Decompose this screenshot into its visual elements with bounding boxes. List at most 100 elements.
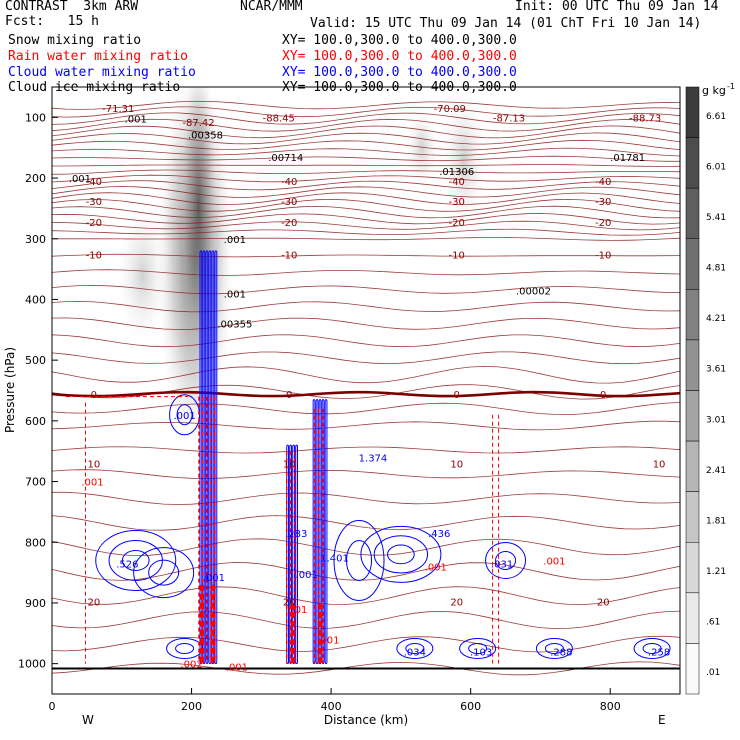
cloud-water-contour xyxy=(396,637,434,659)
model-title: CONTRAST 3km ARW xyxy=(5,0,139,14)
temperature-label: -40 xyxy=(449,177,465,188)
isentrope-line xyxy=(52,515,680,531)
isentrope-line xyxy=(52,213,680,225)
y-tick-label: 900 xyxy=(25,597,46,610)
y-tick-label: 500 xyxy=(25,354,46,367)
isentrope-line xyxy=(52,169,680,175)
temperature-label: 0 xyxy=(91,390,97,401)
field-cloudwater-name: Cloud water mixing ratio xyxy=(8,65,196,80)
colorbar-label: 1.81 xyxy=(706,516,726,526)
contour-annotation: .002 xyxy=(180,660,202,671)
temperature-label: -30 xyxy=(281,197,297,208)
isentrope-line xyxy=(52,562,680,581)
temperature-label: -10 xyxy=(281,251,297,262)
cloud-water-contour xyxy=(459,637,497,659)
field-rain-xy: XY= 100.0,300.0 to 400.0,300.0 xyxy=(282,49,517,64)
cloud-water-contour xyxy=(175,642,195,654)
temperature-contours xyxy=(52,101,680,676)
isentrope-line xyxy=(52,155,680,162)
cloud-water-contour xyxy=(324,399,328,665)
colorbar-label: 1.21 xyxy=(706,567,726,577)
init-time: Init: 00 UTC Thu 09 Jan 14 xyxy=(515,0,719,14)
field-rain-name: Rain water mixing ratio xyxy=(8,49,189,64)
contour-annotation: .001 xyxy=(226,663,248,674)
contour-annotation: .283 xyxy=(285,529,307,540)
y-tick-label: 300 xyxy=(25,233,46,246)
colorbar-label: 4.81 xyxy=(706,264,726,274)
contour-annotation: .001 xyxy=(69,174,91,185)
colorbar-segment xyxy=(685,187,700,240)
contour-annotation: .001 xyxy=(224,235,246,246)
contour-annotation: .001 xyxy=(125,115,147,126)
y-tick-label: 400 xyxy=(25,293,46,306)
cloud-water-contour xyxy=(346,539,373,581)
temperature-label: -20 xyxy=(595,218,611,229)
temperature-label: -20 xyxy=(281,218,297,229)
temperature-label: 10 xyxy=(653,459,666,470)
isentrope-line xyxy=(52,253,680,258)
contour-annotation: .00714 xyxy=(268,153,303,164)
colorbar-unit: g kg xyxy=(702,84,726,97)
cloud-water-contour xyxy=(535,637,573,659)
isentrope-line xyxy=(52,174,680,183)
contour-annotation: -70.09 xyxy=(434,104,466,115)
isentrope-line xyxy=(52,269,680,276)
contour-annotation: .001 xyxy=(285,605,307,616)
cloud-water-contour xyxy=(148,559,180,586)
temperature-label: -10 xyxy=(86,251,102,262)
field-snow-name: Snow mixing ratio xyxy=(8,33,142,48)
x-tick-label: 0 xyxy=(49,700,56,713)
rain-water-contours xyxy=(65,396,500,664)
colorbar-segment xyxy=(685,592,700,644)
cloud-water-contour xyxy=(544,642,564,654)
temperature-label: 0 xyxy=(454,390,460,401)
colorbar-segment xyxy=(685,339,700,391)
isentrope-line xyxy=(52,237,680,241)
contour-annotation: .01306 xyxy=(439,167,474,178)
forecast-hour: Fcst: 15 h xyxy=(5,14,99,29)
colorbar-segment xyxy=(685,542,700,594)
temperature-label: -10 xyxy=(449,251,465,262)
isentrope-line xyxy=(52,220,680,231)
x-axis-label: Distance (km) xyxy=(324,713,408,727)
temperature-label: 10 xyxy=(87,459,100,470)
y-axis-label: Pressure (hPa) xyxy=(3,347,17,433)
colorbar-segment xyxy=(685,289,700,341)
contour-annotation: .103 xyxy=(470,648,492,659)
colorbar-label: .01 xyxy=(706,668,720,678)
isentrope-line xyxy=(52,300,680,313)
isentrope-line xyxy=(52,192,680,205)
contour-annotation: 1.374 xyxy=(359,453,388,464)
field-cloudwater-xy: XY= 100.0,300.0 to 400.0,300.0 xyxy=(282,65,517,80)
isentrope-line xyxy=(52,284,680,295)
cloud-water-contour xyxy=(315,399,319,665)
isentrope-line xyxy=(52,106,680,118)
x-axis: 0 200 400 600 800 xyxy=(49,688,621,713)
cloud-water-contour xyxy=(642,642,662,654)
isentrope-line xyxy=(52,198,680,212)
contour-annotation: .001 xyxy=(203,573,225,584)
colorbar-label: 5.41 xyxy=(706,213,726,223)
temperature-label: -20 xyxy=(86,218,102,229)
isentrope-line xyxy=(52,538,680,557)
contour-annotation: .436 xyxy=(428,529,450,540)
contour-annotations: -71.31 -88.45 -70.09 -87.13 -88.73 -87.42 .001… xyxy=(69,104,670,673)
contour-annotation: .00355 xyxy=(217,320,252,331)
temperature-label: -40 xyxy=(281,177,297,188)
colorbar-label: 4.21 xyxy=(706,314,726,324)
isentrope-line xyxy=(52,635,680,653)
contour-annotation: .001 xyxy=(173,411,195,422)
snow-plume xyxy=(117,205,168,346)
contour-annotation: .034 xyxy=(404,648,426,659)
contour-annotation: .001 xyxy=(543,556,565,567)
contour-annotation: 1.401 xyxy=(320,553,349,564)
isentrope-line xyxy=(52,147,680,157)
x-tick-label: 400 xyxy=(321,700,342,713)
cloud-water-contour xyxy=(169,394,201,436)
x-tick-label: 600 xyxy=(460,700,481,713)
cloud-water-contour xyxy=(199,250,203,665)
cloud-water-contour xyxy=(166,637,204,659)
temperature-label: -40 xyxy=(595,177,611,188)
west-label: W xyxy=(82,713,94,727)
y-tick-label: 200 xyxy=(25,172,46,185)
